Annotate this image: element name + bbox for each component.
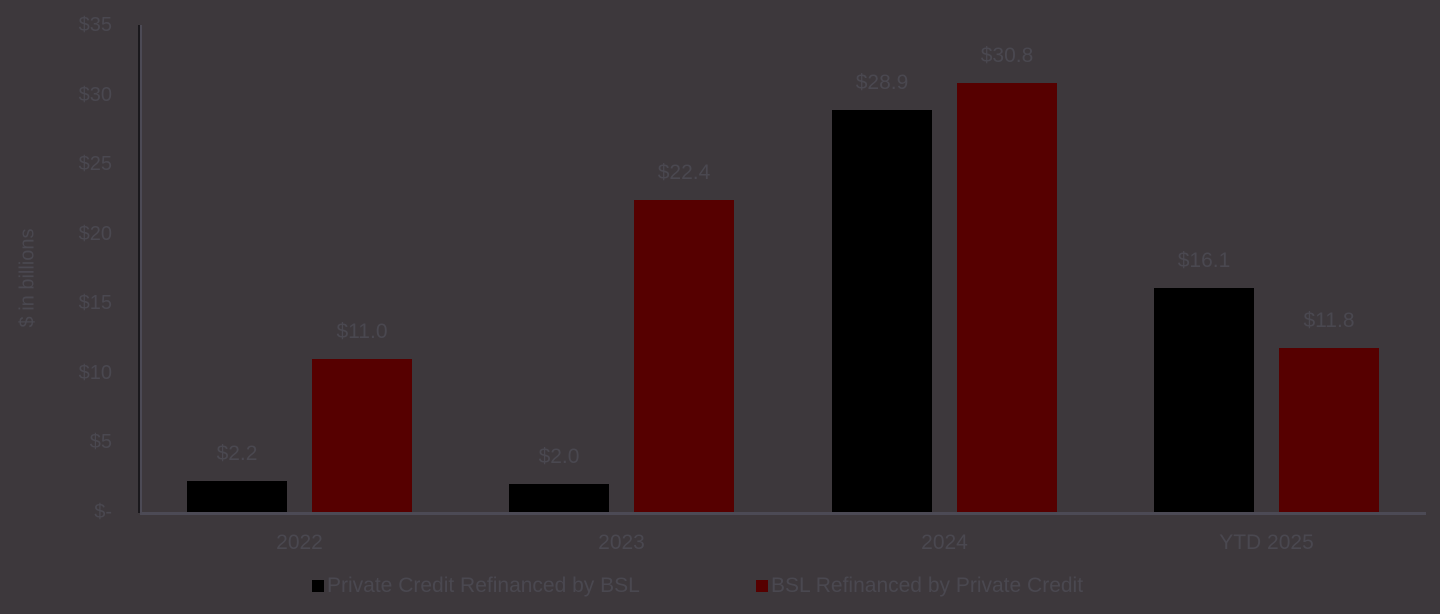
bar-2024-series-1 — [957, 83, 1057, 512]
bar-2023-series-0 — [509, 484, 609, 512]
bar-ytd-2025-series-0 — [1154, 287, 1254, 512]
legend-label: Private Credit Refinanced by BSL — [327, 574, 640, 597]
x-axis-line — [140, 512, 1426, 515]
y-tick-label: $10 — [78, 361, 112, 384]
data-label: $11.8 — [1303, 308, 1355, 332]
legend-swatch-black — [312, 580, 324, 592]
legend-swatch-red — [756, 580, 768, 592]
bar-2022-series-0 — [187, 481, 287, 512]
legend: Private Credit Refinanced by BSL BSL Ref… — [0, 574, 1440, 600]
data-label: $2.2 — [216, 442, 258, 466]
legend-item-bsl-refinanced-by-private-credit: BSL Refinanced by Private Credit — [756, 574, 1083, 598]
y-tick-label: $- — [94, 501, 112, 523]
data-label: $28.9 — [855, 70, 909, 94]
y-tick-label: $35 — [78, 14, 112, 36]
legend-label: BSL Refinanced by Private Credit — [771, 574, 1084, 597]
x-tick-label: 2024 — [921, 531, 968, 554]
bar-2024-series-0 — [832, 109, 932, 512]
x-tick-label: YTD 2025 — [1219, 531, 1314, 554]
y-tick-label: $25 — [78, 153, 112, 176]
y-tick-label: $30 — [78, 83, 112, 106]
y-tick-label: $20 — [78, 222, 112, 245]
y-axis-line — [138, 25, 140, 513]
bar-2023-series-1 — [634, 200, 734, 512]
legend-item-private-credit-refinanced-by-bsl: Private Credit Refinanced by BSL — [312, 574, 640, 598]
data-label: $16.1 — [1177, 248, 1231, 272]
x-tick-label: 2023 — [598, 531, 645, 554]
bar-2022-series-1 — [312, 358, 412, 512]
data-label: $2.0 — [538, 445, 580, 469]
y-tick-label: $5 — [89, 431, 112, 454]
bar-ytd-2025-series-1 — [1279, 347, 1379, 512]
data-label: $22.4 — [657, 161, 711, 185]
x-tick-label: 2022 — [276, 531, 323, 554]
y-tick-label: $15 — [78, 292, 112, 315]
data-label: $11.0 — [336, 319, 388, 343]
data-label: $30.8 — [980, 44, 1034, 68]
